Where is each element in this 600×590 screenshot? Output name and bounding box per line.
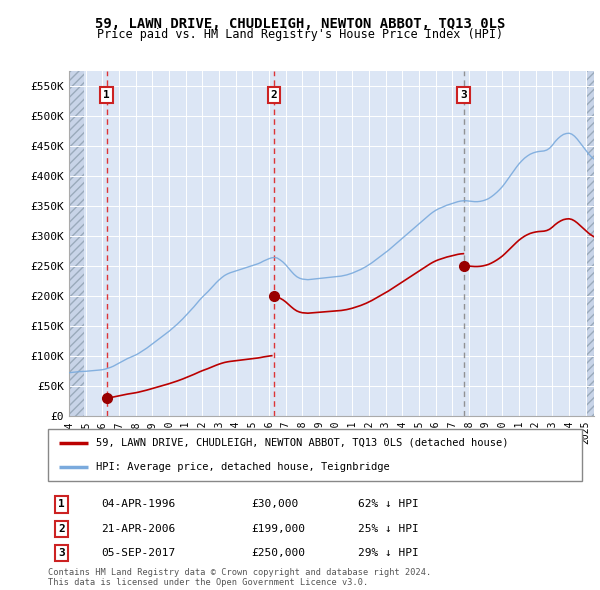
Text: 2: 2 — [58, 524, 65, 534]
Bar — [69, 71, 84, 416]
Text: 1: 1 — [58, 500, 65, 509]
Text: 2: 2 — [271, 90, 277, 100]
Text: 21-APR-2006: 21-APR-2006 — [101, 524, 176, 534]
Text: 59, LAWN DRIVE, CHUDLEIGH, NEWTON ABBOT, TQ13 0LS: 59, LAWN DRIVE, CHUDLEIGH, NEWTON ABBOT,… — [95, 17, 505, 31]
Text: £250,000: £250,000 — [251, 548, 305, 558]
Text: 3: 3 — [58, 548, 65, 558]
Text: 59, LAWN DRIVE, CHUDLEIGH, NEWTON ABBOT, TQ13 0LS (detached house): 59, LAWN DRIVE, CHUDLEIGH, NEWTON ABBOT,… — [96, 438, 509, 448]
Text: 3: 3 — [460, 90, 467, 100]
Text: Price paid vs. HM Land Registry's House Price Index (HPI): Price paid vs. HM Land Registry's House … — [97, 28, 503, 41]
FancyBboxPatch shape — [48, 429, 582, 481]
Text: 29% ↓ HPI: 29% ↓ HPI — [358, 548, 418, 558]
Text: HPI: Average price, detached house, Teignbridge: HPI: Average price, detached house, Teig… — [96, 462, 390, 472]
Text: 04-APR-1996: 04-APR-1996 — [101, 500, 176, 509]
Text: 62% ↓ HPI: 62% ↓ HPI — [358, 500, 418, 509]
Bar — [586, 71, 594, 416]
Text: 1: 1 — [103, 90, 110, 100]
Text: 05-SEP-2017: 05-SEP-2017 — [101, 548, 176, 558]
Text: £30,000: £30,000 — [251, 500, 298, 509]
Text: Contains HM Land Registry data © Crown copyright and database right 2024.
This d: Contains HM Land Registry data © Crown c… — [48, 568, 431, 587]
Text: 25% ↓ HPI: 25% ↓ HPI — [358, 524, 418, 534]
Text: £199,000: £199,000 — [251, 524, 305, 534]
